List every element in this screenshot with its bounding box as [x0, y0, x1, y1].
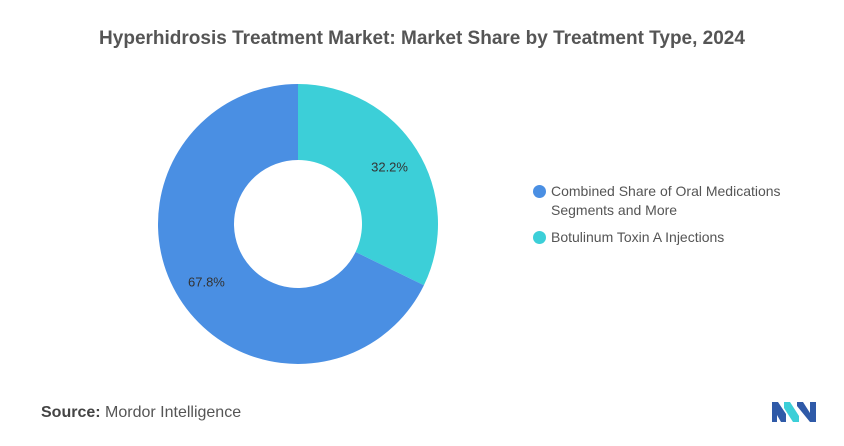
source-label: Source:: [41, 404, 101, 421]
chart-title: Hyperhidrosis Treatment Market: Market S…: [99, 28, 745, 49]
legend-item-oral-medications: Combined Share of Oral Medications Segme…: [533, 182, 793, 220]
source-note: Source: Mordor Intelligence: [41, 404, 241, 422]
mordor-intelligence-logo-icon: [772, 402, 816, 422]
data-label-oral-medications: 67.8%: [188, 274, 225, 289]
legend-swatch-oral-medications: [533, 185, 546, 198]
legend-label-botulinum-toxin: Botulinum Toxin A Injections: [551, 229, 725, 245]
source-text: Mordor Intelligence: [105, 404, 242, 421]
legend-item-botulinum-toxin: Botulinum Toxin A Injections: [533, 228, 793, 247]
slice-oral-medications: [158, 84, 424, 365]
legend: Combined Share of Oral Medications Segme…: [533, 182, 793, 255]
data-label-botulinum-toxin: 32.2%: [371, 160, 408, 175]
legend-label-oral-medications: Combined Share of Oral Medications Segme…: [551, 183, 781, 218]
legend-swatch-botulinum-toxin: [533, 231, 546, 244]
slice-botulinum-toxin: [298, 84, 439, 286]
